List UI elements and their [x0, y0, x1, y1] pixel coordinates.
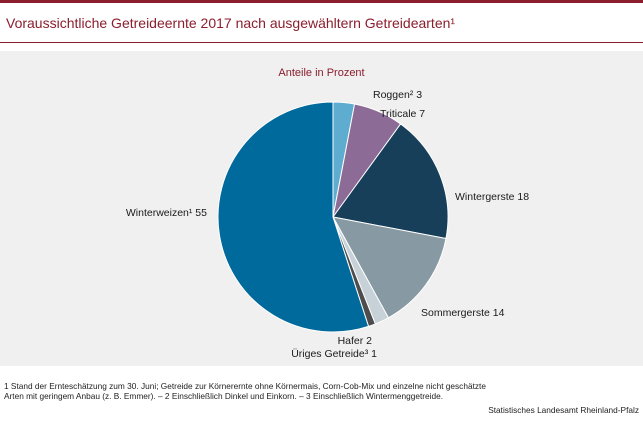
slice-label-wintergerste: Wintergerste 18 — [455, 191, 529, 203]
top-accent-bar — [0, 0, 643, 3]
source-note: Statistisches Landesamt Rheinland-Pfalz — [488, 405, 639, 415]
slice-label-hafer: Hafer 2 — [338, 335, 373, 347]
chart-subtitle: Anteile in Prozent — [278, 67, 365, 79]
pie-slice-sommergerste — [332, 216, 447, 319]
pie-slice-wintergerste — [332, 123, 449, 240]
pie-chart: Roggen² 3 Triticale 7 Wintergerste 18 Somme… — [126, 89, 529, 360]
pie-slice-winterweizen — [217, 101, 370, 333]
slice-label-sommergerste: Sommergerste 14 — [421, 307, 505, 319]
slice-label-winterweizen: Winterweizen¹ 55 — [126, 207, 207, 219]
header: Voraussichtliche Getreideernte 2017 nach… — [0, 3, 643, 43]
slice-label-roggen: Roggen² 3 — [373, 89, 422, 101]
slice-label-triticale: Triticale 7 — [380, 108, 425, 120]
slice-label-üriges-getreide: Üriges Getreide³ 1 — [291, 348, 377, 360]
chart-title: Voraussichtliche Getreideernte 2017 nach… — [6, 15, 456, 31]
footnote: 1 Stand der Ernteschätzung zum 30. Juni;… — [4, 381, 486, 401]
